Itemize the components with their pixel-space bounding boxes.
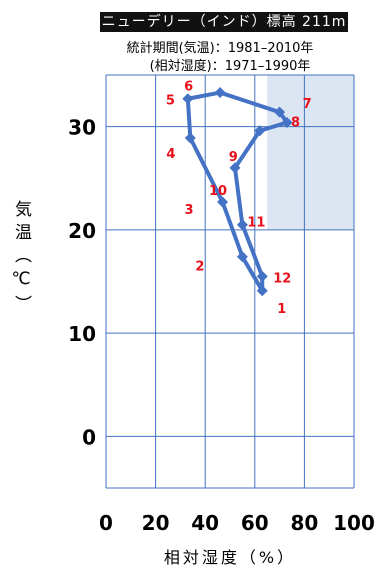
x-tick-label: 40 [191, 511, 219, 535]
month-label: 8 [291, 115, 300, 130]
data-point-marker [256, 270, 268, 282]
data-point-marker [236, 219, 248, 231]
data-point-marker [184, 132, 196, 144]
y-tick-label: 30 [68, 116, 96, 140]
month-label: 11 [247, 216, 265, 231]
shaded-region [267, 75, 354, 230]
month-label: 5 [166, 94, 175, 109]
chart-title: ニューデリー（インド）標高 211m [100, 12, 348, 32]
month-label: 7 [303, 97, 312, 112]
y-tick-label: 10 [68, 322, 96, 346]
data-point-marker [236, 251, 248, 263]
data-point-marker [214, 87, 226, 99]
data-point-marker [229, 162, 241, 174]
month-label: 3 [185, 203, 194, 218]
data-point-marker [217, 196, 229, 208]
data-point-marker [254, 125, 266, 137]
x-tick-label: 80 [290, 511, 318, 535]
y-tick-label: 20 [68, 219, 96, 243]
x-tick-label: 0 [99, 511, 113, 535]
data-point-marker [182, 93, 194, 105]
data-point-marker [281, 116, 293, 128]
y-axis-label: 気温（℃） [11, 200, 31, 318]
month-label: 9 [229, 150, 238, 165]
chart-subtitle-temperature: 統計期間(気温)：1981–2010年 [126, 41, 314, 56]
chart-subtitle-humidity: (相対湿度)：1971–1990年 [149, 59, 311, 74]
month-label: 12 [273, 271, 291, 286]
x-tick-label: 20 [142, 511, 170, 535]
month-label: 10 [209, 184, 227, 199]
month-label: 2 [195, 260, 204, 275]
month-label: 4 [166, 147, 175, 162]
x-axis-label: 相対湿度（%） [163, 548, 297, 567]
data-point-marker [256, 285, 268, 297]
month-label: 1 [277, 302, 286, 317]
x-tick-label: 60 [241, 511, 269, 535]
month-label: 6 [184, 80, 193, 95]
y-tick-label: 0 [82, 425, 96, 449]
data-point-marker [274, 106, 286, 118]
x-tick-label: 100 [333, 511, 375, 535]
